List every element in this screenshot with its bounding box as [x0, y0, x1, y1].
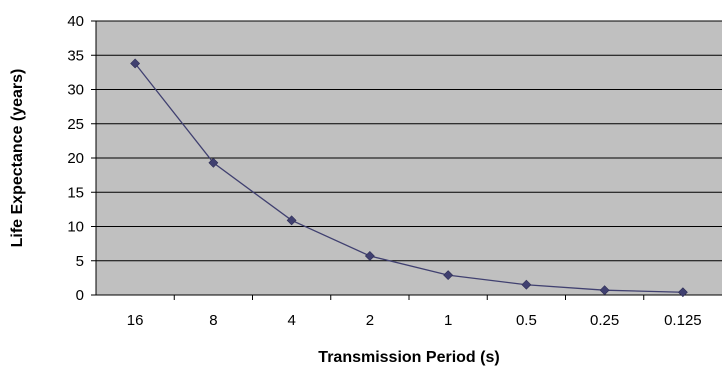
gridlines: [96, 20, 722, 262]
data-point: [677, 287, 688, 298]
x-tick-label: 16: [127, 312, 144, 329]
x-tick-label: 8: [209, 312, 217, 329]
series-line: [134, 63, 683, 293]
x-axis-title: Transmission Period (s): [318, 349, 499, 366]
data-point: [443, 270, 454, 281]
x-axis-ticks: 16 8 4 2 1 0.5 0.25 0.125: [127, 295, 702, 329]
y-tick-label: 30: [67, 82, 84, 99]
y-axis-title: Life Expectance (years): [9, 69, 26, 248]
y-tick-label: 20: [67, 150, 84, 167]
y-tick-label: 0: [76, 287, 84, 304]
x-tick-label: 2: [366, 312, 374, 329]
y-axis-ticks: 0 5 10 15 20 25 30 35 40: [67, 13, 96, 304]
y-tick-label: 5: [76, 253, 84, 270]
y-tick-label: 35: [67, 47, 84, 64]
data-point: [521, 279, 532, 290]
y-tick-label: 10: [67, 219, 84, 236]
data-point: [130, 58, 141, 69]
y-tick-label: 25: [67, 116, 84, 133]
data-point: [286, 215, 297, 226]
y-tick-label: 40: [67, 13, 84, 30]
y-tick-label: 15: [67, 184, 84, 201]
x-tick-label: 1: [444, 312, 452, 329]
data-point: [364, 251, 375, 261]
x-tick-label: 0.5: [516, 312, 537, 329]
x-tick-label: 4: [287, 312, 295, 329]
x-tick-label: 0.25: [590, 312, 619, 329]
data-point: [208, 157, 219, 168]
x-tick-label: 0.125: [664, 312, 702, 329]
series-group: [130, 58, 688, 298]
data-point: [599, 285, 610, 296]
